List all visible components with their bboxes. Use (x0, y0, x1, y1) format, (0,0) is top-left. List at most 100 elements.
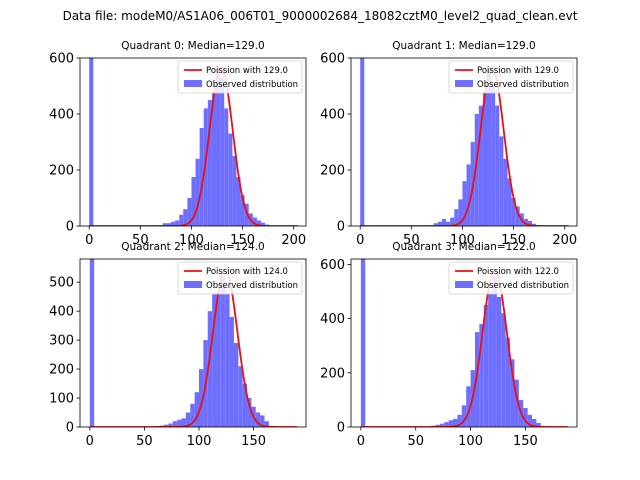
histogram-bar (89, 259, 95, 427)
x-tick-label: 0 (356, 233, 364, 248)
histogram-bar (229, 316, 234, 427)
y-tick-label: 500 (49, 276, 74, 291)
histogram-bar (220, 77, 225, 226)
histogram-bar (360, 259, 366, 427)
y-tick-label: 200 (320, 164, 345, 179)
histogram-bar (453, 418, 458, 427)
legend: Poission with 124.0 Observed distribution (177, 261, 303, 295)
x-tick-label: 200 (552, 233, 577, 248)
histogram-bar (503, 158, 508, 226)
subplot-title: Quadrant 2: Median=124.0 (121, 241, 264, 253)
histogram-bar (261, 222, 266, 226)
histogram-bar (256, 220, 262, 226)
histogram-bar (207, 311, 213, 427)
poisson-fit-line (360, 268, 569, 427)
histogram-bar (446, 221, 451, 226)
histogram-bar (482, 91, 488, 226)
histogram-bar (238, 366, 243, 427)
legend-fit-label: Poission with 124.0 (206, 267, 288, 277)
x-tick-label: 150 (501, 233, 526, 248)
x-tick-label: 100 (179, 233, 204, 248)
histogram (89, 58, 270, 226)
histogram-bar (203, 108, 208, 226)
histogram-bar (187, 198, 192, 226)
legend-hist-label: Observed distribution (206, 80, 298, 90)
subplot-title: Quadrant 3: Median=122.0 (392, 241, 535, 253)
legend-hist-swatch (184, 281, 202, 288)
histogram-bar (172, 421, 178, 427)
y-tick-label: 200 (320, 366, 345, 381)
legend-hist-swatch (455, 80, 473, 87)
histogram-bar (255, 412, 261, 427)
histogram-bar (181, 418, 186, 427)
axes-frame (79, 258, 307, 428)
histogram-bar (442, 219, 447, 226)
histogram-bar (89, 58, 94, 226)
legend-hist-label: Observed distribution (477, 281, 569, 291)
histogram-bar (207, 100, 212, 226)
histogram-bar (514, 379, 519, 427)
histogram-bar (216, 290, 221, 427)
histogram-bar (527, 220, 533, 226)
x-tick-label: 0 (85, 233, 93, 248)
histogram-bar (199, 369, 204, 427)
x-tick-label: 200 (281, 233, 306, 248)
histogram-bar (220, 276, 226, 427)
histogram-bar (462, 181, 467, 226)
histogram-bar (224, 108, 229, 226)
y-tick-label: 400 (320, 108, 345, 123)
y-tick-label: 0 (66, 421, 74, 436)
histogram-bar (236, 177, 241, 226)
histogram-bar (448, 420, 454, 427)
y-tick-label: 400 (49, 108, 74, 123)
y-tick-label: 600 (320, 258, 345, 273)
histogram-bar (244, 203, 249, 226)
legend-frame (177, 60, 303, 94)
legend-fit-label: Poission with 122.0 (477, 267, 559, 277)
x-tick-label: 100 (450, 233, 475, 248)
subplot-quadrant-0: Quadrant 0: Median=129.0 0 50 100 150 200 0 200… (49, 40, 307, 248)
x-tick-label: 50 (136, 434, 153, 449)
axes-frame (350, 57, 578, 227)
legend: Poission with 129.0 Observed distribution (177, 60, 303, 94)
histogram-bar (240, 195, 245, 226)
histogram-bar (194, 392, 200, 427)
subplot-title: Quadrant 0: Median=129.0 (121, 40, 264, 52)
legend: Poission with 129.0 Observed distribution (448, 60, 574, 94)
x-tick-label: 50 (132, 233, 149, 248)
histogram-bar (183, 209, 188, 226)
histogram-bar (232, 156, 237, 226)
axes-frame (79, 57, 307, 227)
histogram-bar (439, 423, 445, 427)
histogram-bar (532, 418, 537, 427)
subplot-quadrant-1: Quadrant 1: Median=129.0 0 50 100 150 200 0 200… (320, 40, 578, 248)
x-tick-label: 100 (187, 434, 212, 449)
figure-suptitle: Data file: modeM0/AS1A06_006T01_90000026… (63, 9, 578, 23)
x-tick-label: 150 (513, 434, 538, 449)
histogram-bar (487, 66, 492, 226)
histogram-bar (212, 293, 217, 427)
legend-hist-swatch (455, 281, 473, 288)
histogram-bar (228, 133, 233, 226)
subplot-title: Quadrant 1: Median=129.0 (392, 40, 535, 52)
histogram-bar (523, 219, 528, 226)
histogram-bar (496, 296, 502, 427)
histogram-bar (499, 136, 504, 226)
histogram-bar (195, 158, 200, 226)
histogram-bar (162, 223, 167, 226)
histogram-bar (242, 383, 248, 427)
histogram-bar (483, 305, 489, 427)
histogram-bar (252, 217, 257, 226)
x-tick-label: 0 (357, 434, 365, 449)
histogram-bar (435, 424, 440, 427)
histogram-bar (260, 415, 265, 427)
histogram-bar (457, 414, 462, 427)
histogram-bar (488, 291, 493, 427)
histogram-bar (216, 69, 221, 226)
y-tick-label: 400 (49, 305, 74, 320)
subplot-quadrant-3: Quadrant 3: Median=122.0 0 50 100 150 0 200 400… (320, 241, 578, 449)
legend-frame (448, 60, 574, 94)
legend-frame (448, 261, 574, 295)
histogram-bar (175, 220, 180, 226)
